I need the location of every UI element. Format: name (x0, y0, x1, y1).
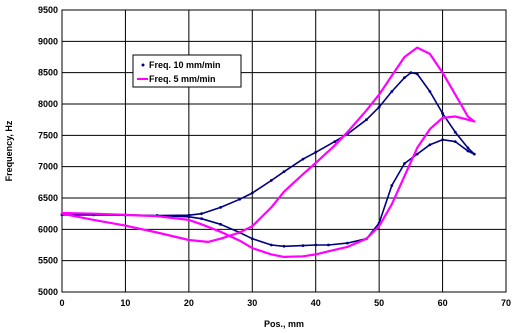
x-tick-label: 70 (501, 298, 511, 308)
data-point (314, 150, 318, 154)
y-tick-label: 6000 (38, 224, 58, 234)
data-point (428, 90, 432, 93)
x-tick-label: 50 (374, 298, 384, 308)
x-axis-title: Pos., mm (264, 319, 304, 329)
legend: Freq. 10 mm/min Freq. 5 mm/min (132, 54, 242, 88)
y-tick-label: 9000 (38, 36, 58, 46)
data-point (282, 170, 286, 174)
legend-box (132, 54, 242, 88)
y-tick-label: 8500 (38, 68, 58, 78)
x-tick-label: 0 (59, 298, 64, 308)
data-point (327, 243, 330, 247)
y-tick-label: 5000 (38, 287, 58, 297)
y-tick-label: 5500 (38, 256, 58, 266)
y-tick-label: 6500 (38, 193, 58, 203)
data-point (187, 215, 191, 219)
data-point (301, 157, 305, 161)
data-point (415, 72, 419, 76)
data-point (200, 217, 203, 221)
data-point (365, 118, 368, 122)
series-line-freq-5-mm-min (60, 46, 476, 258)
data-point (472, 152, 476, 156)
y-tick-label: 7500 (38, 130, 58, 140)
x-tick-label: 60 (438, 298, 448, 308)
data-point (403, 162, 406, 165)
tick-labels: 0 10 20 30 40 50 60 70 5000 5500 6000 6500 7000 7500 8… (38, 5, 511, 308)
data-point (282, 244, 286, 248)
data-point (269, 179, 273, 182)
data-point (250, 191, 254, 195)
data-point (428, 143, 432, 147)
data-point (403, 76, 406, 80)
data-point (466, 146, 470, 150)
data-point (441, 138, 444, 142)
data-point (219, 222, 222, 226)
data-point (200, 212, 203, 216)
data-point (377, 105, 381, 109)
y-tick-label: 9500 (38, 5, 58, 15)
x-tick-label: 20 (184, 298, 194, 308)
legend-label-freq-10: Freq. 10 mm/min (149, 60, 221, 70)
y-tick-label: 7000 (38, 162, 58, 172)
series-group (60, 46, 476, 258)
data-point (441, 112, 444, 115)
plot-area (61, 9, 507, 293)
data-point (415, 152, 419, 156)
data-point (314, 243, 318, 247)
data-point (269, 243, 273, 247)
data-point (466, 149, 470, 153)
y-tick-label: 8000 (38, 99, 58, 109)
data-point (390, 90, 394, 93)
data-point (219, 206, 222, 209)
x-tick-label: 30 (247, 298, 257, 308)
data-point (301, 244, 305, 248)
data-point (453, 140, 457, 144)
data-point (238, 197, 242, 201)
x-tick-label: 10 (120, 298, 130, 308)
data-point (390, 184, 394, 187)
y-axis-title: Frequency, Hz (4, 120, 14, 181)
data-point (346, 241, 349, 245)
legend-label-freq-5: Freq. 5 mm/min (149, 74, 216, 84)
data-point (250, 237, 254, 241)
series-line-freq-10-mm-min (61, 71, 476, 248)
data-point (333, 140, 337, 144)
data-point (453, 130, 457, 134)
data-point (409, 71, 413, 75)
legend-marker-freq-10 (141, 63, 145, 67)
x-tick-label: 40 (311, 298, 321, 308)
